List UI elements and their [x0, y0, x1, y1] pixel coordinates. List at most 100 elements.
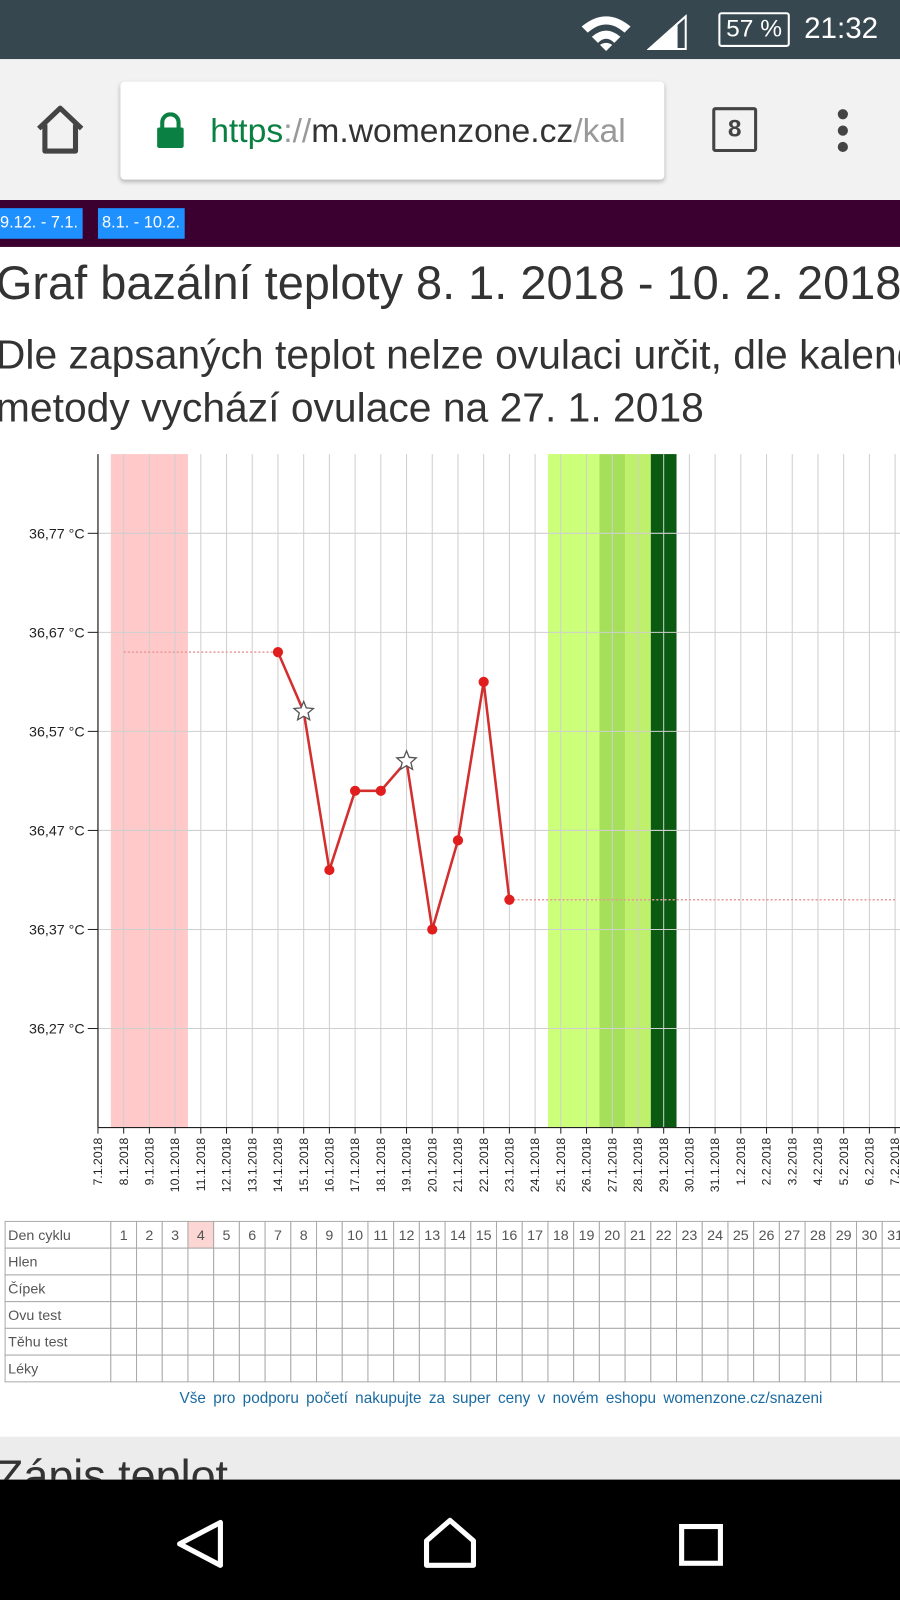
x-tick-label: 9.1.2018 — [142, 1138, 156, 1186]
url-path: /kal — [573, 111, 626, 149]
cycle-day: 1 — [120, 1228, 128, 1244]
status-bar: 57 % 21:32 — [0, 0, 900, 60]
table-cell — [598, 1247, 626, 1276]
table-cell — [187, 1327, 215, 1356]
star-marker — [292, 699, 316, 722]
navigation-bar — [0, 1479, 900, 1600]
page-title: Graf bazální teploty 8. 1. 2018 - 10. 2.… — [0, 256, 900, 310]
table-cell — [573, 1301, 600, 1329]
x-tick-label: 2.2.2018 — [760, 1138, 774, 1186]
cycle-day: 9 — [325, 1228, 333, 1244]
cycle-day: 7 — [274, 1228, 282, 1244]
table-cell — [367, 1274, 395, 1303]
table-cell — [881, 1274, 900, 1303]
table-cell — [367, 1301, 395, 1329]
table-cell — [161, 1220, 189, 1249]
table-cell — [727, 1354, 755, 1383]
y-tick-label: 36,47 °C — [29, 824, 85, 840]
table-cell — [496, 1274, 523, 1303]
table-cell — [496, 1327, 523, 1356]
table-cell — [213, 1354, 240, 1383]
subtitle-line: Dle zapsaných teplot nelze ovulaci určit… — [0, 332, 900, 378]
table-cell — [701, 1354, 729, 1383]
table-cell — [341, 1274, 369, 1303]
cycle-day: 13 — [424, 1228, 440, 1244]
table-cell — [856, 1327, 883, 1356]
table-cell — [778, 1274, 806, 1303]
cycle-day: 6 — [248, 1228, 256, 1244]
table-cell — [444, 1274, 472, 1303]
table-cell — [521, 1247, 549, 1276]
table-cell — [521, 1301, 549, 1329]
table-cell — [830, 1354, 858, 1383]
table-cell — [547, 1327, 575, 1356]
table-cell — [778, 1247, 806, 1276]
table-cell — [418, 1274, 446, 1303]
home-button[interactable] — [35, 104, 86, 155]
tab-switcher[interactable]: 8 — [712, 107, 758, 153]
recents-button[interactable] — [678, 1522, 725, 1567]
table-cell — [187, 1274, 215, 1303]
table-cell — [881, 1247, 900, 1276]
table-cell — [290, 1247, 318, 1276]
cycle-day: 12 — [399, 1228, 415, 1244]
table-cell — [778, 1354, 806, 1383]
period-tab[interactable]: 8.1. - 10.2. — [97, 208, 185, 239]
cycle-day: 19 — [579, 1228, 595, 1244]
table-cell — [187, 1301, 215, 1329]
table-cell — [624, 1354, 652, 1383]
table-cell — [676, 1220, 703, 1249]
table-cell — [753, 1327, 780, 1356]
table-cell — [753, 1220, 780, 1249]
table-cell — [676, 1247, 703, 1276]
x-tick-label: 21.1.2018 — [451, 1138, 465, 1193]
period-band — [547, 454, 600, 1128]
table-cell — [778, 1327, 806, 1356]
section-heading: Zápis teplot — [0, 1451, 229, 1480]
table-cell — [624, 1274, 652, 1303]
table-cell — [470, 1247, 498, 1276]
promo-link[interactable]: Vše pro podporu početí nakupujte za supe… — [179, 1389, 823, 1408]
x-tick-label: 3.2.2018 — [785, 1138, 799, 1186]
table-cell — [676, 1301, 703, 1329]
table-cell — [161, 1301, 189, 1329]
table-cell — [290, 1301, 318, 1329]
cycle-day: 23 — [681, 1228, 697, 1244]
table-cell — [547, 1247, 575, 1276]
row-label: Den cyklu — [8, 1228, 71, 1244]
table-cell — [110, 1274, 138, 1303]
table-cell — [161, 1247, 189, 1276]
table-cell — [418, 1247, 446, 1276]
point-marker — [324, 864, 335, 876]
table-cell — [778, 1301, 806, 1329]
table-cell — [264, 1220, 292, 1249]
battery: 57 % — [718, 12, 790, 47]
point-marker — [427, 924, 438, 935]
lock-icon — [157, 112, 184, 148]
table-cell — [856, 1247, 883, 1276]
menu-button[interactable] — [833, 108, 853, 153]
table-cell — [341, 1354, 369, 1383]
table-cell — [393, 1220, 420, 1249]
url-separator: :// — [283, 111, 312, 149]
table-cell — [393, 1354, 420, 1383]
cycle-day: 11 — [373, 1228, 388, 1244]
x-tick-label: 29.1.2018 — [657, 1138, 671, 1193]
table-cell — [598, 1274, 626, 1303]
table-cell — [701, 1327, 729, 1356]
x-tick-label: 4.2.2018 — [811, 1138, 825, 1186]
table-cell — [316, 1247, 343, 1276]
table-cell — [316, 1327, 343, 1356]
table-cell — [881, 1327, 900, 1356]
y-tick-label: 36,37 °C — [29, 923, 85, 939]
table-cell — [136, 1274, 163, 1303]
table-cell — [701, 1274, 729, 1303]
table-cell — [547, 1301, 575, 1329]
back-button[interactable] — [173, 1518, 230, 1569]
table-cell — [573, 1327, 600, 1356]
url-bar[interactable]: https://m.womenzone.cz/kal — [120, 81, 665, 180]
cycle-day: 15 — [476, 1228, 492, 1244]
table-cell — [161, 1327, 189, 1356]
home-nav-button[interactable] — [422, 1516, 477, 1569]
period-tab[interactable]: 9.12. - 7.1. — [0, 208, 83, 239]
